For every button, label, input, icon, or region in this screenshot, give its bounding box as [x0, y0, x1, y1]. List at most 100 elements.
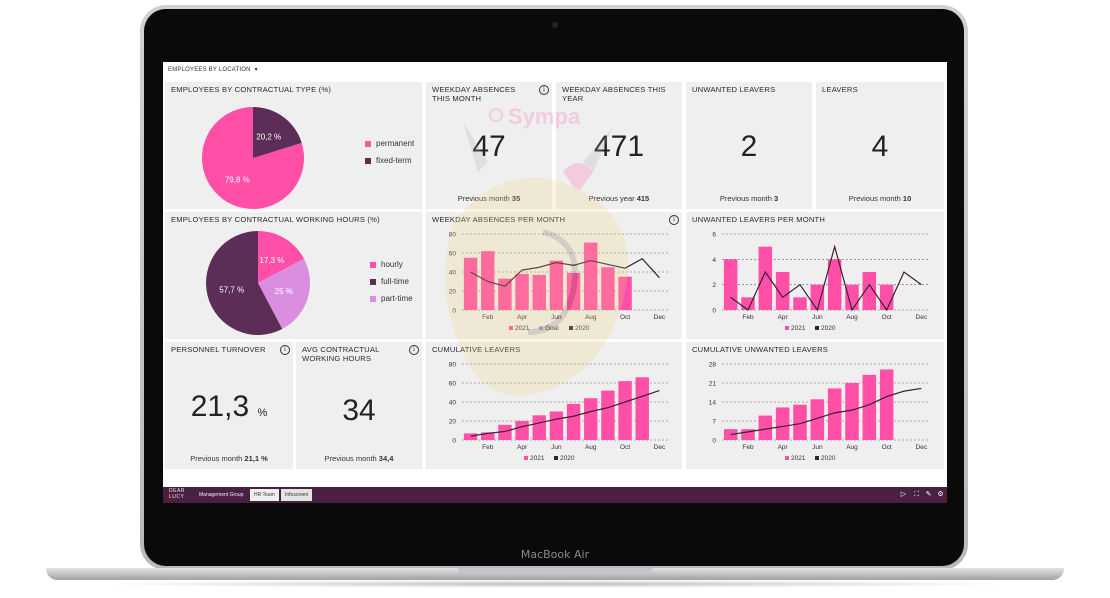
- legend-label: 2020: [821, 325, 836, 332]
- previous-number: 35: [511, 194, 521, 203]
- tab-management-group[interactable]: Management Group: [199, 492, 244, 498]
- pie-slice-full-time: [206, 231, 283, 335]
- card-leavers: LEAVERS 4 Previous month 10: [816, 82, 944, 209]
- pie-slice-permanent: [202, 107, 304, 209]
- info-icon[interactable]: i: [409, 345, 419, 355]
- legend-full-time: full-time: [370, 277, 409, 286]
- card-avg-working-hours: AVG CONTRACTUAL WORKING HOURS i 34 Previ…: [296, 342, 422, 469]
- bar-Mar: [758, 246, 773, 310]
- x-tick-label: Apr: [778, 444, 789, 451]
- bar-Sep: [862, 374, 877, 440]
- legend-swatch: [815, 456, 819, 460]
- y-tick-label: 4: [712, 257, 716, 264]
- x-tick-label: Apr: [517, 444, 528, 451]
- y-tick-label: 7: [712, 419, 716, 426]
- play-icon[interactable]: ▷: [900, 491, 907, 498]
- pie-slice-part-time: [258, 258, 310, 330]
- bar-Jan: [463, 433, 478, 440]
- previous-value: Previous year 415: [556, 194, 682, 203]
- x-tick-label: Dec: [916, 314, 928, 321]
- info-icon[interactable]: i: [539, 85, 549, 95]
- legend-swatch: [524, 456, 528, 460]
- card-title: UNWANTED LEAVERS: [692, 85, 776, 94]
- legend-label: full-time: [381, 277, 410, 286]
- kpi-value: 47: [472, 130, 506, 163]
- laptop-notch: [458, 568, 652, 574]
- legend-label: 2020: [560, 455, 575, 462]
- x-tick-label: Aug: [585, 314, 597, 321]
- legend-swatch: [815, 326, 819, 330]
- chart-unwanted-per-month: 0 2 4 6 Feb Apr Jun Aug Oct Dec 2021 2020: [712, 232, 930, 332]
- previous-value: Previous month 34,4: [296, 454, 422, 463]
- legend-swatch: [365, 158, 371, 164]
- pie-slice-fixed-term: [252, 107, 302, 158]
- x-tick-label: Jun: [812, 314, 823, 321]
- kpi-value: 34: [342, 394, 376, 427]
- info-icon[interactable]: i: [669, 215, 679, 225]
- legend-label: permanent: [376, 139, 415, 148]
- line-series-2020: [730, 244, 922, 312]
- pie-label: 17,3 %: [260, 256, 285, 265]
- legend-swatch: [785, 326, 789, 330]
- settings-icon[interactable]: ⚙: [937, 491, 944, 498]
- pen-icon[interactable]: ✎: [925, 491, 932, 498]
- y-tick-label: 0: [452, 438, 456, 445]
- bar-Jul: [566, 272, 581, 310]
- location-select[interactable]: EMPLOYEES BY LOCATION ▼: [168, 67, 259, 73]
- chart-cumulative-unwanted: 0 7 14 21 28 Feb Apr Jun Aug Oct Dec 2021 2020: [709, 362, 930, 462]
- card-title: WEEKDAY ABSENCES THIS YEAR: [562, 85, 666, 103]
- bar-Feb: [481, 432, 495, 440]
- x-tick-label: Feb: [482, 444, 494, 451]
- bar-Aug: [845, 383, 859, 440]
- dear-lucy-logo: DEAR LUCY: [169, 488, 185, 500]
- previous-number: 21,1 %: [244, 454, 268, 463]
- legend-swatch: [554, 456, 558, 460]
- bar-Apr: [775, 272, 790, 310]
- previous-label: Previous month: [719, 194, 772, 203]
- tab-infoscreen[interactable]: Infoscreen: [281, 489, 313, 501]
- bar-Jan: [463, 257, 478, 310]
- fullscreen-icon[interactable]: ⛶: [914, 491, 919, 498]
- legend-label: 2021: [791, 325, 806, 332]
- x-tick-label: Oct: [620, 444, 630, 451]
- kpi-value: 4: [871, 130, 889, 163]
- card-title: UNWANTED LEAVERS PER MONTH: [692, 215, 826, 224]
- bar-Jun: [549, 411, 564, 440]
- line-series-2020: [730, 387, 922, 436]
- card-working-hours: EMPLOYEES BY CONTRACTUAL WORKING HOURS (…: [165, 212, 422, 339]
- x-tick-label: Apr: [517, 314, 528, 321]
- bar-Jan: [723, 429, 738, 440]
- x-tick-label: Dec: [654, 444, 666, 451]
- pie-hours: 17,3 % 25 % 57,7 %: [206, 231, 310, 335]
- y-tick-label: 0: [712, 438, 716, 445]
- previous-number: 34,4: [378, 454, 394, 463]
- y-tick-label: 28: [709, 362, 717, 369]
- previous-label: Previous month: [848, 194, 901, 203]
- x-tick-label: Oct: [620, 314, 630, 321]
- card-title: CUMULATIVE UNWANTED LEAVERS: [692, 345, 829, 354]
- bar-May: [532, 415, 546, 440]
- card-cumulative-leavers: CUMULATIVE LEAVERS 0 20 40 60 80 Feb Apr Jun Aug…: [426, 342, 682, 469]
- x-tick-label: Apr: [778, 314, 789, 321]
- previous-value: Previous month 21,1 %: [165, 454, 293, 463]
- card-personnel-turnover: PERSONNEL TURNOVER i 21,3 % Previous mon…: [165, 342, 293, 469]
- footer-bar: DEAR LUCY Management Group HR Team Infosc…: [163, 487, 947, 503]
- bar-Jul: [827, 259, 842, 310]
- bar-Oct: [618, 381, 632, 440]
- y-tick-label: 21: [709, 381, 717, 388]
- info-icon[interactable]: i: [280, 345, 290, 355]
- x-tick-label: Aug: [846, 444, 858, 451]
- bar-Sep: [862, 272, 877, 310]
- x-tick-label: Feb: [742, 444, 754, 451]
- legend-swatch: [370, 279, 376, 285]
- y-tick-label: 14: [709, 400, 717, 407]
- legend-label: 2021: [791, 455, 806, 462]
- card-contract-type: EMPLOYEES BY CONTRACTUAL TYPE (%) 79,8 %…: [165, 82, 422, 209]
- previous-value: Previous month 3: [686, 194, 812, 203]
- pie-label: 79,8 %: [225, 175, 250, 184]
- bar-Jan: [723, 259, 738, 310]
- bar-Apr: [515, 421, 529, 440]
- card-title: WEEKDAY ABSENCES THIS MONTH: [432, 85, 516, 103]
- card-title: LEAVERS: [822, 85, 858, 94]
- tab-hr-team[interactable]: HR Team: [250, 489, 279, 501]
